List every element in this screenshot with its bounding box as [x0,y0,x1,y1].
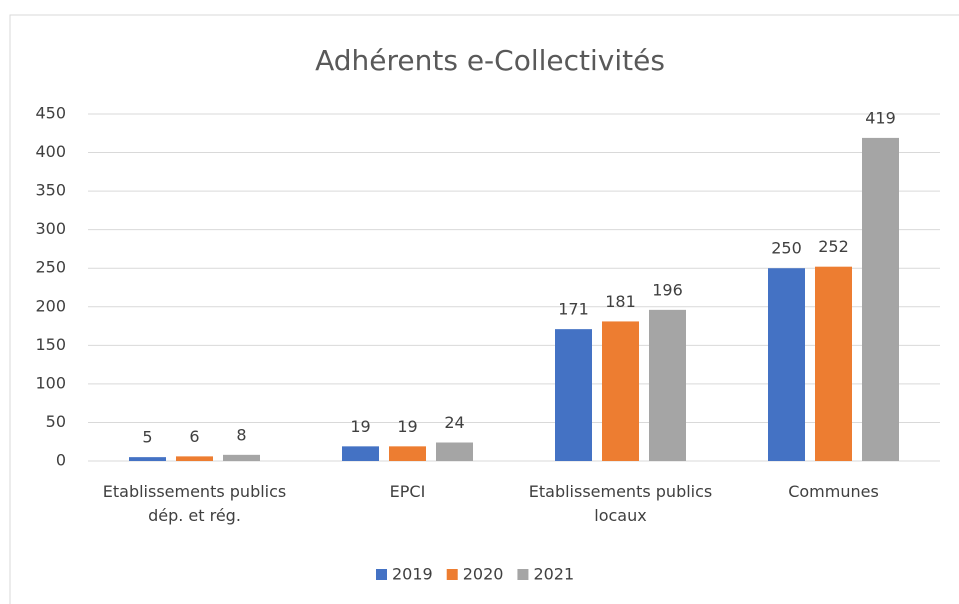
bar [649,309,686,461]
data-label: 19 [350,417,370,436]
data-label: 5 [142,428,152,447]
y-tick-label: 150 [35,335,66,354]
bar [602,321,639,461]
bar [342,446,379,461]
y-tick-label: 350 [35,181,66,200]
y-tick-label: 400 [35,142,66,161]
legend-label: 2020 [463,565,504,584]
legend-swatch [376,569,387,580]
bar [129,457,166,461]
y-tick-label: 100 [35,373,66,392]
data-label: 419 [865,108,896,127]
y-tick-label: 250 [35,258,66,277]
data-label: 171 [558,300,589,319]
data-label: 252 [818,237,849,256]
data-label: 24 [444,413,464,432]
x-tick-label: Communes [788,482,879,501]
x-tick-label: Etablissements publics locaux [528,482,713,525]
legend-swatch [446,569,458,580]
legend-label: 2021 [533,565,574,584]
bar [223,454,260,461]
data-label: 8 [236,425,246,444]
y-tick-label: 450 [35,104,66,123]
y-tick-label: 0 [56,451,66,470]
bar [862,137,899,461]
legend-label: 2019 [392,565,433,584]
data-label: 181 [605,292,636,311]
legend-swatch [517,569,529,580]
chart-title: Adhérents e-Collectivités [315,44,665,77]
bar [389,446,426,461]
data-label: 250 [771,239,802,258]
data-label: 6 [189,427,199,446]
x-tick-label: EPCI [389,482,426,501]
x-tick-label: Etablissements publics dép. et rég. [102,482,287,525]
bar [768,268,805,461]
bar [555,329,592,461]
data-label: 19 [397,417,417,436]
y-tick-label: 200 [35,296,66,315]
data-label: 196 [652,280,683,299]
bar [815,266,852,461]
bar [436,442,473,461]
y-tick-label: 50 [46,412,66,431]
y-tick-label: 300 [35,219,66,238]
bar [176,456,213,461]
